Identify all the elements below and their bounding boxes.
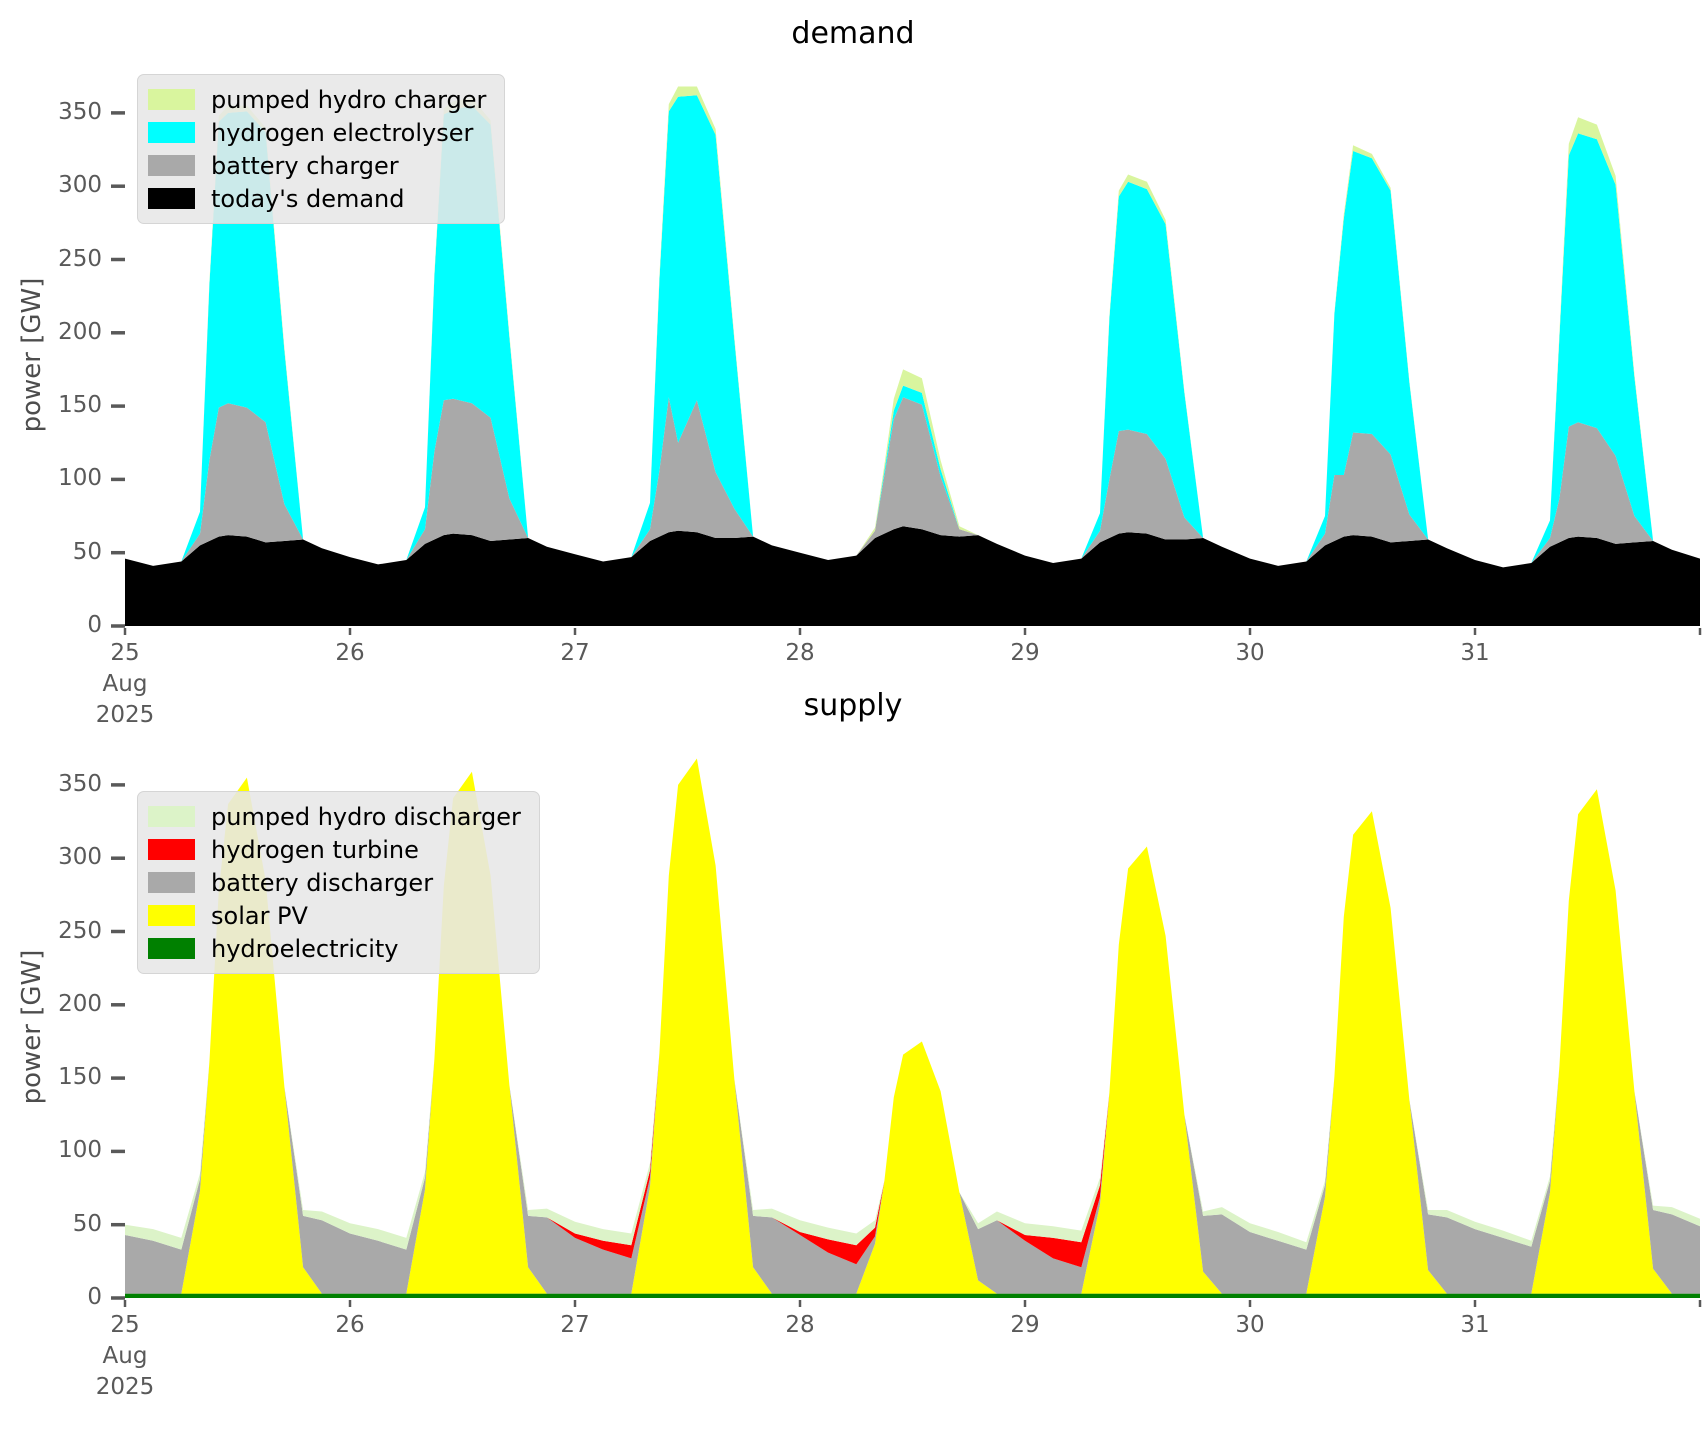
demand-y-tick-label: 50 <box>72 538 102 565</box>
demand-x-tick-label: 26 <box>335 640 365 666</box>
legend-label: hydroelectricity <box>211 934 399 963</box>
demand-x-tick-label: 31 <box>1460 640 1490 666</box>
legend-swatch-icon <box>148 905 195 926</box>
demand-area-today-s-demand <box>125 526 1700 626</box>
legend-label: pumped hydro discharger <box>211 802 521 831</box>
supply-chart-title: supply <box>803 688 903 723</box>
demand-y-tick-label: 350 <box>58 98 102 125</box>
supply-y-tick-label: 50 <box>72 1210 102 1237</box>
supply-y-tick-label: 350 <box>58 770 102 797</box>
demand-y-tick-label: 250 <box>58 245 102 272</box>
legend-item-hydroelectricity: hydroelectricity <box>148 932 521 965</box>
supply-legend: pumped hydro discharger hydrogen turbine b… <box>137 791 540 974</box>
legend-swatch-icon <box>148 938 195 959</box>
legend-label: hydrogen electrolyser <box>211 118 474 147</box>
legend-swatch-icon <box>148 155 195 176</box>
supply-y-axis-label: power [GW] <box>17 949 47 1105</box>
supply-x-tick-label: 30 <box>1235 1312 1265 1338</box>
demand-area-battery-charger <box>125 397 1700 568</box>
legend-label: hydrogen turbine <box>211 835 419 864</box>
demand-x-tick-label: 25 Aug 2025 <box>95 640 155 728</box>
supply-x-tick-label: 25 Aug 2025 <box>95 1312 155 1400</box>
legend-swatch-icon <box>148 188 195 209</box>
legend-swatch-icon <box>148 89 195 110</box>
legend-swatch-icon <box>148 806 195 827</box>
demand-y-tick-label: 100 <box>58 465 102 492</box>
legend-swatch-icon <box>148 872 195 893</box>
supply-area-hydroelectricity <box>125 1293 1700 1298</box>
legend-item-battery-discharger: battery discharger <box>148 866 521 899</box>
legend-item-pumped-hydro-discharger: pumped hydro discharger <box>148 800 521 833</box>
legend-swatch-icon <box>148 839 195 860</box>
supply-y-tick-label: 0 <box>87 1284 102 1310</box>
legend-swatch-icon <box>148 122 195 143</box>
supply-x-tick-label: 31 <box>1460 1312 1490 1338</box>
demand-y-tick-label: 0 <box>87 612 102 638</box>
demand-x-tick-label: 28 <box>785 640 815 666</box>
supply-y-tick-label: 150 <box>58 1064 102 1091</box>
demand-y-tick-label: 150 <box>58 392 102 419</box>
legend-item-hydrogen-electrolyser: hydrogen electrolyser <box>148 116 486 149</box>
demand-chart-title: demand <box>791 16 915 51</box>
legend-label: today's demand <box>211 184 405 213</box>
demand-legend: pumped hydro charger hydrogen electrolyse… <box>137 74 506 224</box>
demand-y-tick-label: 300 <box>58 172 102 199</box>
supply-x-tick-label: 26 <box>335 1312 365 1338</box>
supply-x-tick-label: 27 <box>560 1312 590 1338</box>
demand-y-axis-label: power [GW] <box>17 277 47 433</box>
demand-y-tick-label: 200 <box>58 318 102 345</box>
legend-item-today-s-demand: today's demand <box>148 182 486 215</box>
demand-x-tick-label: 29 <box>1010 640 1040 666</box>
supply-y-tick-label: 250 <box>58 917 102 944</box>
legend-item-solar-PV: solar PV <box>148 899 521 932</box>
demand-x-tick-label: 27 <box>560 640 590 666</box>
supply-area-battery-discharger <box>125 758 1700 1294</box>
legend-item-battery-charger: battery charger <box>148 149 486 182</box>
legend-label: solar PV <box>211 901 308 930</box>
legend-item-pumped-hydro-charger: pumped hydro charger <box>148 83 486 116</box>
supply-y-tick-label: 300 <box>58 844 102 871</box>
supply-area-solar-PV <box>125 758 1700 1294</box>
supply-x-tick-label: 28 <box>785 1312 815 1338</box>
supply-y-tick-label: 100 <box>58 1137 102 1164</box>
legend-label: battery charger <box>211 151 399 180</box>
supply-x-tick-label: 29 <box>1010 1312 1040 1338</box>
legend-label: pumped hydro charger <box>211 85 487 114</box>
demand-area-hydrogen-electrolyser <box>125 95 1700 568</box>
supply-y-tick-label: 200 <box>58 990 102 1017</box>
demand-x-tick-label: 30 <box>1235 640 1265 666</box>
legend-item-hydrogen-turbine: hydrogen turbine <box>148 833 521 866</box>
legend-label: battery discharger <box>211 868 434 897</box>
